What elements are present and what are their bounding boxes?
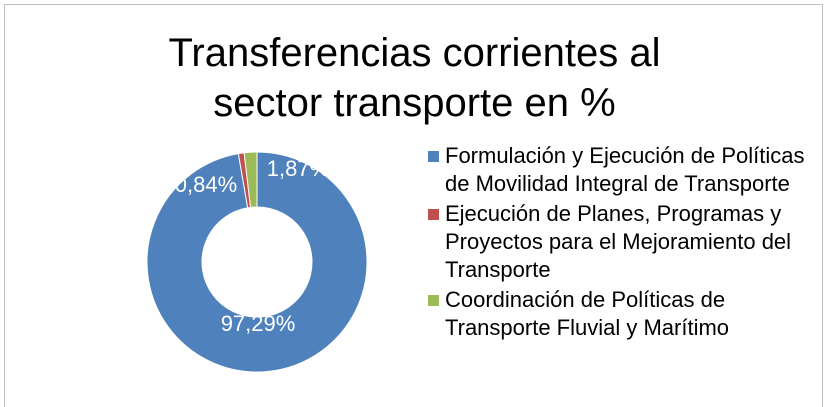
data-label: 0,84%	[175, 172, 237, 197]
chart-title: Transferencias corrientes al sector tran…	[168, 31, 661, 125]
title-box: Transferencias corrientes al sector tran…	[0, 28, 829, 128]
legend-label: Coordinación de Políticas de Transporte …	[445, 287, 730, 340]
chart-border	[4, 4, 823, 407]
legend-swatch	[428, 209, 439, 220]
donut-slice	[146, 151, 368, 373]
legend-label: Ejecución de Planes, Programas y Proyect…	[445, 201, 792, 282]
legend-item: Ejecución de Planes, Programas y Proyect…	[428, 200, 808, 284]
donut-slice	[243, 151, 258, 208]
data-label: 97,29%	[221, 311, 296, 336]
legend-label: Formulación y Ejecución de Políticas de …	[445, 143, 805, 196]
legend-item: Coordinación de Políticas de Transporte …	[428, 286, 808, 342]
legend-swatch	[428, 295, 439, 306]
legend-item: Formulación y Ejecución de Políticas de …	[428, 142, 808, 198]
legend: Formulación y Ejecución de Políticas de …	[428, 142, 808, 344]
data-label: 1,87%	[267, 156, 329, 181]
legend-swatch	[428, 151, 439, 162]
